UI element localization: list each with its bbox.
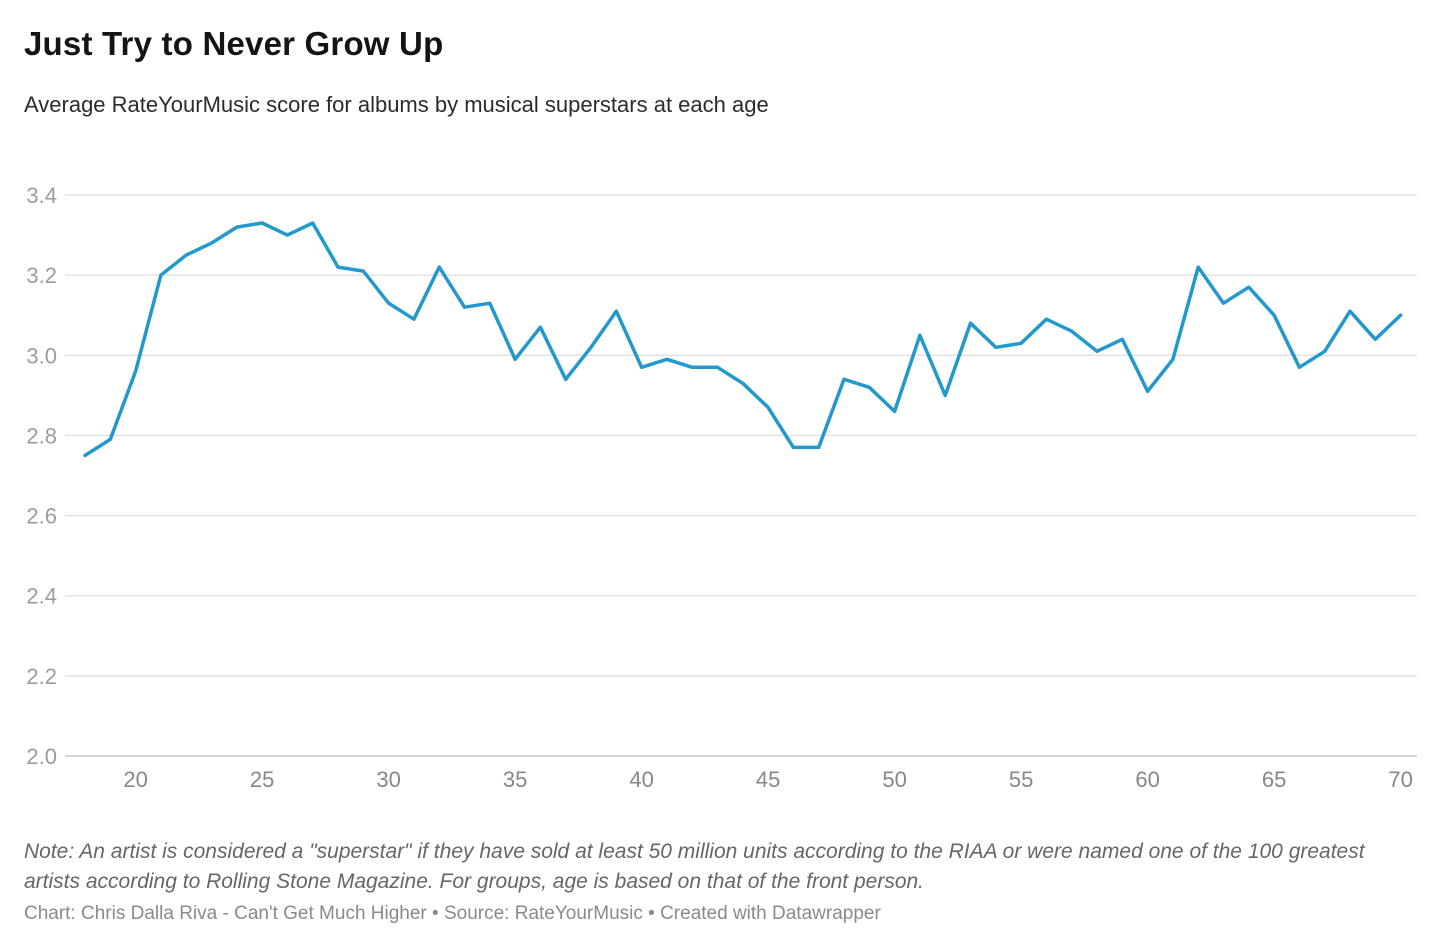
y-axis-tick-label: 3.4 (26, 183, 57, 208)
data-line (83, 221, 1403, 458)
y-axis-tick-label: 2.0 (26, 744, 57, 769)
x-axis-tick-label: 30 (376, 767, 400, 792)
chart-subtitle: Average RateYourMusic score for albums b… (24, 92, 769, 117)
x-axis-tick-label: 55 (1009, 767, 1033, 792)
x-axis-tick-label: 60 (1135, 767, 1159, 792)
y-axis-tick-label: 2.8 (26, 423, 57, 448)
y-axis-tick-label: 2.2 (26, 664, 57, 689)
x-axis-tick-label: 20 (123, 767, 147, 792)
chart-credit-line: Chart: Chris Dalla Riva - Can't Get Much… (24, 903, 881, 924)
chart-note: Note: An artist is considered a "superst… (24, 840, 1365, 894)
x-axis-tick-label: 40 (629, 767, 653, 792)
y-axis-tick-label: 2.6 (26, 504, 57, 529)
x-axis-tick-label: 70 (1388, 767, 1412, 792)
x-axis-tick-label: 65 (1262, 767, 1286, 792)
x-axis-tick-label: 45 (756, 767, 780, 792)
x-axis-tick-label: 35 (503, 767, 527, 792)
y-axis-tick-label: 2.4 (26, 584, 57, 609)
x-axis-tick-label: 25 (250, 767, 274, 792)
x-axis-tick-label: 50 (882, 767, 906, 792)
chart-title: Just Try to Never Grow Up (24, 25, 444, 62)
y-axis-tick-label: 3.0 (26, 343, 57, 368)
y-axis-tick-label: 3.2 (26, 263, 57, 288)
